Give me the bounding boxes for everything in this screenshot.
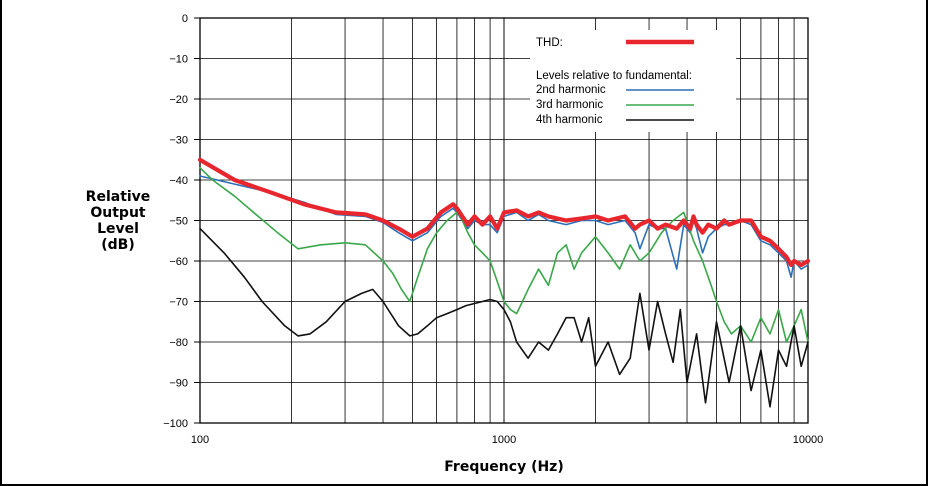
legend-4th-label: 4th harmonic [536, 114, 603, 126]
y-axis-title-line-2: Output [90, 205, 146, 221]
legend: THD: Levels relative to fundamental: 2nd… [530, 30, 736, 132]
y-tick-label: −70 [169, 297, 188, 309]
y-tick-label: −80 [169, 337, 188, 349]
y-tick-label: −30 [169, 135, 188, 147]
legend-background [530, 30, 736, 132]
y-axis-title-line-3: Level [97, 221, 139, 237]
y-tick-label: −20 [169, 94, 188, 106]
y-tick-label: −100 [163, 418, 188, 430]
y-axis-title: Relative Output Level (dB) [86, 189, 151, 253]
series-lines [197, 157, 811, 408]
y-tick-label: −90 [169, 378, 188, 390]
legend-subtitle: Levels relative to fundamental: [536, 70, 692, 82]
y-tick-label: −60 [169, 256, 188, 268]
y-tick-label: −50 [169, 216, 188, 228]
x-tick-label: 100 [191, 434, 209, 446]
y-axis-title-line-4: (dB) [101, 237, 135, 253]
series-line-3rd-harmonic [199, 167, 809, 343]
legend-thd-label: THD: [536, 37, 563, 49]
x-axis-title: Frequency (Hz) [444, 459, 563, 475]
y-tick-labels: 0 −10 −20 −30 −40 −50 −60 −70 −80 −90 −100 [163, 13, 200, 430]
y-tick-label: −40 [169, 175, 188, 187]
x-tick-labels: 100 1000 10000 [191, 434, 823, 446]
legend-2nd-label: 2nd harmonic [536, 84, 606, 96]
series-line-4th-harmonic [199, 227, 809, 408]
x-tick-label: 10000 [793, 434, 824, 446]
x-tick-label: 1000 [492, 434, 516, 446]
series-line-thd [197, 157, 811, 268]
y-axis-title-line-1: Relative [86, 189, 151, 205]
y-tick-label: −10 [169, 54, 188, 66]
y-tick-label: 0 [182, 13, 188, 25]
legend-3rd-label: 3rd harmonic [536, 99, 603, 111]
